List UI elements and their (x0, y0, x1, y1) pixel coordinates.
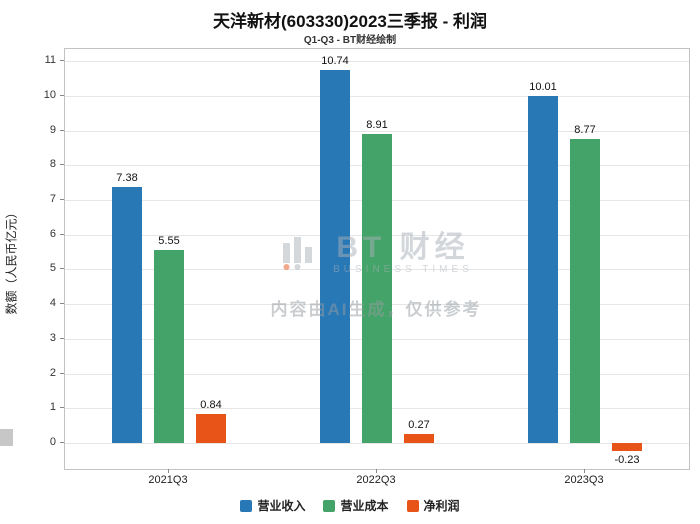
bar (404, 433, 434, 443)
bar (112, 186, 142, 443)
gridline (65, 61, 689, 63)
y-tick-mark (60, 337, 64, 339)
y-tick-mark (60, 268, 64, 270)
bar-value-label: 8.77 (574, 123, 596, 136)
gridline (65, 95, 689, 97)
bar-value-label: 5.55 (158, 235, 180, 248)
bar-value-label: 10.74 (321, 55, 349, 68)
y-tick-mark (60, 372, 64, 374)
bar (612, 442, 642, 451)
gridline (65, 442, 689, 444)
plot-area: 7.38 5.55 0.84 10.74 8.91 0.27 10.01 8.77 -0.23 (64, 48, 690, 470)
legend-label: 营业成本 (340, 499, 389, 513)
legend-swatch (240, 499, 253, 512)
y-tick-mark (60, 233, 64, 235)
y-tick-label: 11 (44, 54, 56, 67)
legend-item: 净利润 (406, 497, 460, 514)
y-tick-mark (60, 60, 64, 62)
y-tick-mark (60, 303, 64, 305)
y-tick-label: 6 (49, 227, 56, 240)
gridline (65, 130, 689, 132)
y-tick-label: 10 (43, 88, 56, 101)
y-tick-label: 4 (49, 297, 56, 310)
bar (570, 138, 600, 443)
y-tick-mark (60, 441, 64, 443)
y-tick-mark (60, 164, 64, 166)
chart-title: 天洋新材(603330)2023三季报 - 利润 (213, 12, 487, 31)
x-tick-label: 2021Q3 (148, 474, 188, 486)
bar-value-label: 0.84 (200, 398, 222, 411)
chart-subtitle: Q1-Q3 - BT财经绘制 (303, 35, 397, 46)
y-tick-label: 3 (49, 331, 56, 344)
y-tick-label: 5 (49, 262, 56, 275)
bar (154, 250, 184, 443)
bar-value-label: 8.91 (366, 118, 388, 131)
bar (362, 133, 392, 443)
legend-swatch (323, 499, 336, 512)
y-tick-label: 2 (49, 366, 56, 379)
y-tick-label: 0 (49, 435, 56, 448)
legend: 营业收入 营业成本 净利润 (0, 497, 700, 514)
bar-value-label: 10.01 (529, 80, 557, 93)
legend-label: 净利润 (423, 499, 460, 513)
x-tick-mark (376, 469, 377, 473)
y-tick-label: 9 (49, 123, 56, 136)
legend-label: 营业收入 (257, 499, 306, 513)
x-tick-mark (584, 469, 585, 473)
legend-item: 营业成本 (323, 497, 389, 514)
x-tick-label: 2023Q3 (564, 474, 604, 486)
bar (320, 70, 350, 443)
legend-swatch (406, 499, 419, 512)
y-tick-label: 1 (49, 401, 56, 414)
x-tick-mark (168, 469, 169, 473)
y-tick-label: 7 (49, 192, 56, 205)
y-tick-mark (60, 407, 64, 409)
bar-value-label: -0.23 (614, 453, 640, 466)
legend-item: 营业收入 (240, 497, 305, 514)
y-tick-mark (60, 198, 64, 200)
y-tick-mark (60, 129, 64, 131)
bar-value-label: 7.38 (116, 171, 138, 184)
edge-artifact (0, 429, 13, 446)
bar (196, 413, 226, 443)
bar (528, 95, 558, 443)
y-tick-mark (60, 94, 64, 96)
bar-value-label: 0.27 (408, 418, 430, 431)
y-tick-label: 8 (49, 158, 56, 171)
x-tick-label: 2022Q3 (356, 474, 396, 486)
